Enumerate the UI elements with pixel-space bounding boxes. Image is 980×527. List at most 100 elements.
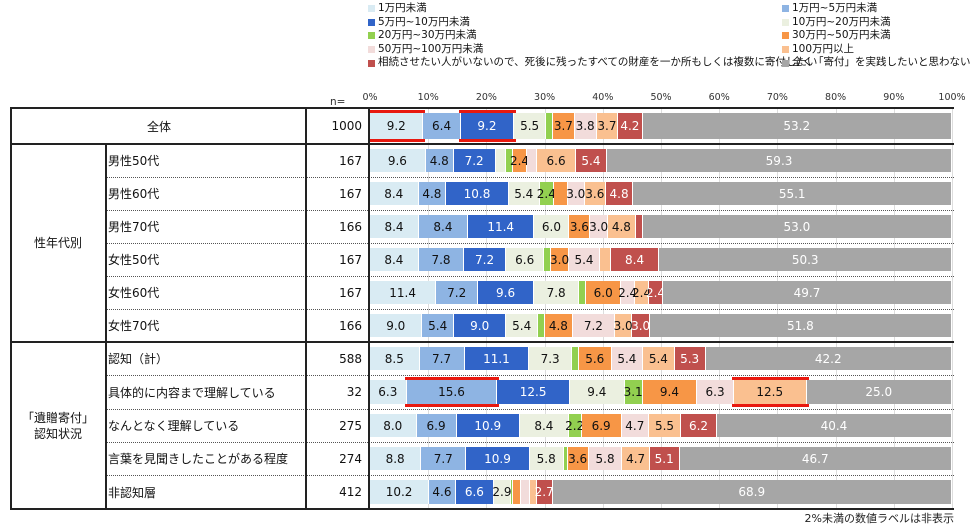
row-label: 女性70代 — [108, 319, 160, 333]
legend-swatch — [368, 59, 375, 67]
bar-segment: 5.8 — [588, 447, 623, 470]
row-n: 1000 — [331, 119, 362, 133]
gridline — [602, 108, 604, 509]
bar-segment: 8.4 — [370, 215, 419, 238]
bar-segment: 51.8 — [649, 314, 952, 337]
bar-segment: 2.4 — [646, 281, 665, 304]
bar-segment: 12.5 — [497, 380, 570, 404]
table-border — [305, 108, 307, 509]
row-label: 非認知層 — [108, 485, 157, 500]
bar-segment: 3.6 — [569, 215, 591, 238]
row-n: 167 — [339, 186, 362, 201]
stacked-bar: 8.4 8.4 11.4 6.0 3.6 3.0 4.8 53.0 — [370, 215, 952, 238]
table-border — [10, 108, 12, 509]
legend-item: 5万円~10万円未満 — [368, 16, 470, 30]
gridline — [661, 108, 662, 509]
legend-label: 5万円~10万円未満 — [378, 15, 470, 28]
x-tick-label: 40% — [592, 92, 614, 103]
legend-item: 100万円以上 — [782, 43, 854, 57]
bar-segment: 7.8 — [533, 281, 580, 304]
bar-segment: 8.4 — [519, 414, 569, 437]
group-label: 「遺贈寄付」 認知状況 — [21, 410, 94, 441]
bar-segment: 6.6 — [506, 248, 545, 271]
legend-label: 50万円~100万円未満 — [378, 42, 484, 55]
table-border — [10, 143, 954, 145]
bar-segment: 4.8 — [605, 182, 634, 205]
row-n: 166 — [339, 318, 362, 333]
x-tick-label: 90% — [883, 92, 905, 103]
bar-segment: 3.8 — [574, 113, 597, 139]
bar-segment: 9.4 — [642, 380, 698, 404]
legend-label: 10万円~20万円未満 — [792, 15, 891, 28]
group-label: 性年代別 — [33, 236, 82, 250]
x-axis: 0% 10% 20% 30% 40% 50% 60% 70% 80% 90% 100% — [362, 92, 965, 106]
bar-segment: 8.4 — [610, 248, 660, 271]
legend-item: 相続させたい人がいないので、死後に残ったすべての財産を一か所もしくは複数に寄付し… — [368, 56, 817, 70]
stacked-bar: 8.4 7.8 7.2 6.6 3.0 5.4 8.4 50.3 — [370, 248, 952, 271]
row-label: 全体 — [146, 119, 171, 134]
table-border — [368, 108, 370, 509]
legend-swatch — [368, 5, 375, 13]
legend-item: 50万円~100万円未満 — [368, 43, 483, 57]
bar-segment: 6.9 — [416, 414, 457, 437]
bar-segment: 4.2 — [618, 113, 643, 139]
bar-segment: 7.3 — [529, 347, 572, 370]
stacked-bar: 8.8 7.7 10.9 5.8 3.6 5.8 4.7 5.1 46.7 — [370, 447, 952, 470]
bar-segment: 4.8 — [544, 314, 573, 337]
legend-item: 1万円未満 — [368, 2, 427, 16]
bar-segment: 2.4 — [537, 182, 556, 205]
bar-segment — [635, 215, 643, 238]
x-tick-label: 10% — [417, 92, 439, 103]
gridline — [719, 108, 721, 509]
table-border — [10, 508, 954, 510]
bar-segment: 7.2 — [464, 248, 507, 271]
table-border — [106, 243, 954, 244]
legend-label: 1万円未満 — [378, 2, 427, 14]
bar-segment — [553, 182, 568, 205]
table-border — [106, 309, 954, 310]
x-tick-label: 30% — [534, 92, 556, 103]
bar-segment — [512, 480, 522, 504]
x-tick-label: 60% — [708, 92, 730, 103]
bar-segment: 9.6 — [370, 149, 426, 172]
legend-label: 全く「寄付」を実践したいと思わない — [792, 56, 971, 69]
bar-segment — [526, 149, 538, 172]
legend-item: 10万円~20万円未満 — [782, 16, 891, 30]
gridline — [777, 108, 779, 509]
bar-segment: 5.6 — [578, 347, 612, 370]
bar-segment: 5.1 — [649, 447, 680, 470]
legend-item: 20万円~30万円未満 — [368, 29, 477, 43]
gridline — [952, 108, 953, 509]
table-border — [106, 442, 954, 443]
bar-segment: 6.6 — [455, 480, 495, 504]
bar-segment: 5.3 — [674, 347, 706, 370]
row-label: 具体的に内容まで理解している — [108, 385, 276, 400]
row-label: 男性50代 — [108, 154, 160, 168]
bar-segment: 8.4 — [370, 182, 419, 205]
row-n: 588 — [339, 351, 362, 366]
legend-swatch — [782, 46, 789, 54]
bar-segment: 8.4 — [418, 215, 468, 238]
row-label: 女性60代 — [108, 286, 160, 300]
bar-segment: 7.2 — [453, 149, 496, 172]
bar-segment: 4.8 — [425, 149, 454, 172]
gridline — [835, 108, 837, 509]
bar-segment: 3.7 — [553, 113, 575, 139]
bar-segment: 6.6 — [537, 149, 576, 172]
bar-segment — [521, 480, 530, 504]
bar-segment: 11.1 — [464, 347, 530, 370]
bar-segment: 6.0 — [586, 281, 622, 304]
bar-segment: 5.5 — [514, 113, 547, 139]
bar-segment: 5.5 — [649, 414, 681, 437]
table-border — [106, 375, 954, 376]
table-border — [105, 144, 107, 509]
bar-segment: 8.5 — [370, 347, 420, 370]
bar-segment: 5.4 — [422, 314, 454, 337]
bar-segment — [600, 248, 611, 271]
stacked-bar: 11.4 7.2 9.6 7.8 6.0 2.4 2.4 2.4 49.7 — [370, 281, 952, 304]
table-border — [106, 210, 954, 211]
legend-item: 1万円~5万円未満 — [782, 2, 877, 16]
bar-segment: 6.3 — [370, 380, 407, 404]
bar-segment: 6.3 — [697, 380, 734, 404]
gridline — [486, 108, 488, 509]
